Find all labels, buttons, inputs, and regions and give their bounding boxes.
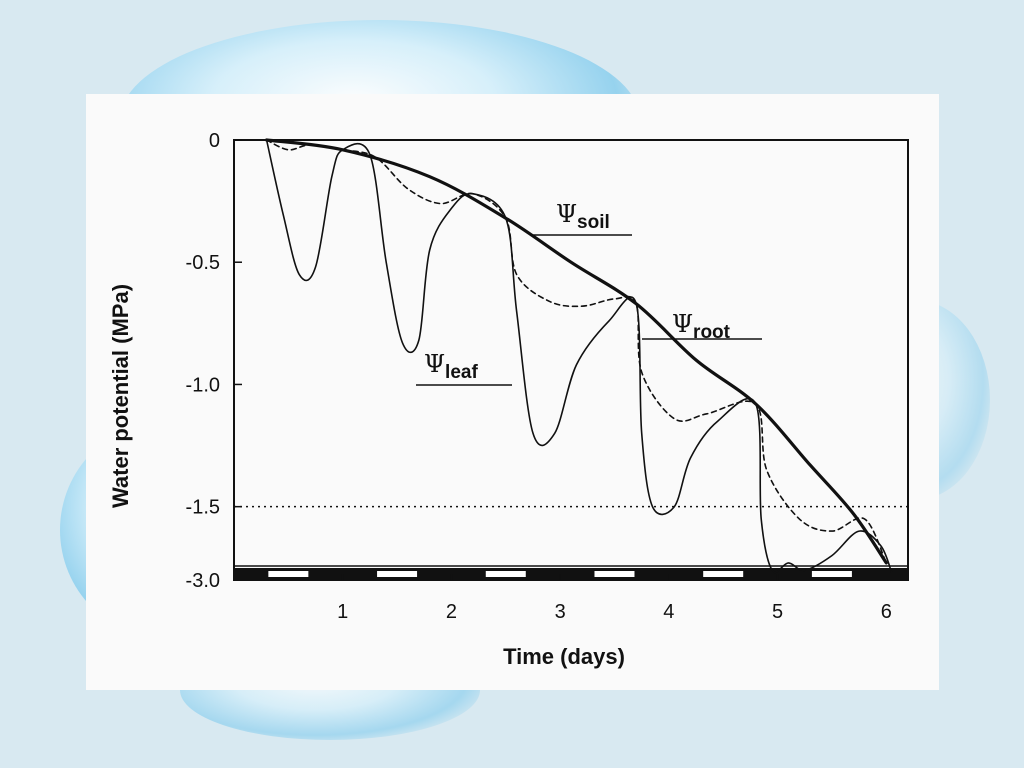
day-segment bbox=[268, 571, 309, 577]
x-axis-title: Time (days) bbox=[503, 644, 625, 669]
day-segment bbox=[594, 571, 635, 577]
psi-root-line bbox=[265, 139, 888, 564]
psi-soil-subscript: soil bbox=[577, 212, 610, 233]
y-tick-label: -3.0 bbox=[186, 570, 220, 592]
day-segment bbox=[703, 571, 744, 577]
x-tick-label: 5 bbox=[772, 601, 783, 623]
water-potential-chart: 0 -0.5 -1.0 -1.5 -3.0 1 2 3 4 5 6 Time (days) Wate… bbox=[108, 130, 909, 669]
y-tick-label: 0 bbox=[209, 130, 220, 152]
y-tick-label: -1.0 bbox=[186, 374, 220, 396]
day-segment bbox=[485, 571, 526, 577]
chart-panel: 0 -0.5 -1.0 -1.5 -3.0 1 2 3 4 5 6 Time (days) Wate… bbox=[86, 94, 939, 690]
y-axis-title: Water potential (MPa) bbox=[108, 284, 133, 508]
psi-root-label: Ψroot bbox=[672, 310, 731, 343]
psi-leaf-label: Ψleaf bbox=[424, 350, 478, 383]
psi-soil-label: Ψsoil bbox=[556, 200, 610, 233]
x-tick-label: 2 bbox=[446, 601, 457, 623]
x-tick-label: 4 bbox=[663, 601, 674, 623]
psi-leaf-line bbox=[265, 139, 893, 574]
day-segment bbox=[811, 571, 852, 577]
x-tick-label: 1 bbox=[337, 601, 348, 623]
x-tick-label: 3 bbox=[555, 601, 566, 623]
psi-leaf-subscript: leaf bbox=[445, 362, 478, 383]
y-tick-label: -0.5 bbox=[186, 252, 220, 274]
y-tick-label: -1.5 bbox=[186, 497, 220, 519]
psi-root-subscript: root bbox=[693, 322, 731, 343]
x-tick-label: 6 bbox=[881, 601, 892, 623]
day-segment bbox=[377, 571, 418, 577]
